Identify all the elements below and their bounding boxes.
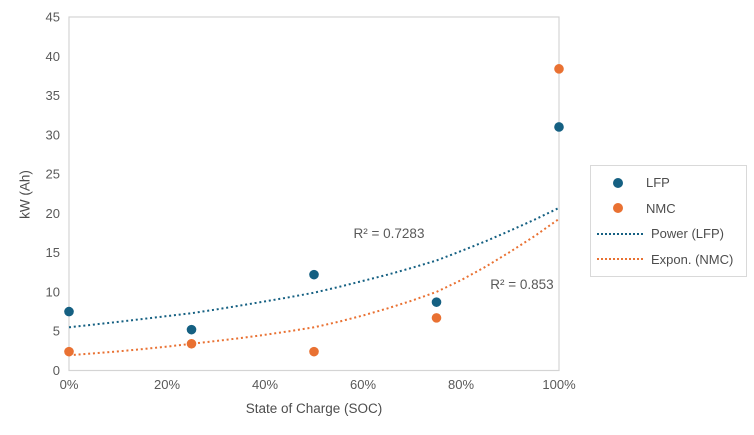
lfp-dot-swatch-icon	[613, 177, 623, 188]
legend-label-power-lfp: Power (LFP)	[651, 226, 724, 242]
x-tick-label: 60%	[350, 377, 376, 392]
y-tick-label: 45	[46, 10, 60, 25]
expon-nmc-dotted-line-swatch-icon	[597, 258, 643, 261]
power-lfp-dotted-line-swatch-icon	[597, 232, 643, 235]
y-tick-label: 10	[46, 284, 60, 299]
legend-item-power-lfp[interactable]: Power (LFP)	[591, 222, 746, 246]
y-tick-label: 35	[46, 88, 60, 103]
trendline-expon-nmc-	[68, 218, 560, 357]
y-tick-label: 5	[53, 324, 60, 339]
y-tick-label: 0	[53, 363, 60, 378]
data-point-lfp[interactable]	[64, 306, 74, 317]
r-squared-annotation-lfp: R² = 0.7283	[353, 226, 425, 241]
data-point-nmc[interactable]	[64, 346, 74, 357]
data-point-lfp[interactable]	[431, 297, 442, 307]
y-tick-label: 40	[46, 49, 60, 64]
y-tick-label: 30	[46, 127, 60, 142]
nmc-dot-swatch-icon	[613, 203, 623, 214]
data-point-lfp[interactable]	[186, 324, 197, 335]
r-squared-annotation-nmc: R² = 0.853	[490, 277, 554, 292]
data-point-nmc[interactable]	[431, 313, 442, 323]
legend-label-expon-nmc: Expon. (NMC)	[651, 251, 734, 267]
data-point-nmc[interactable]	[309, 346, 319, 357]
legend-label-nmc: NMC	[646, 200, 676, 216]
trendline-power-lfp-	[68, 206, 560, 329]
x-axis-title: State of Charge (SOC)	[245, 401, 383, 416]
data-point-nmc[interactable]	[554, 64, 564, 74]
data-point-lfp[interactable]	[309, 269, 319, 280]
x-tick-label: 0%	[60, 377, 79, 392]
x-tick-label: 20%	[154, 377, 180, 392]
legend[interactable]: LFP NMC Power (LFP) Expon. (NMC)	[590, 165, 747, 277]
legend-label-lfp: LFP	[646, 175, 670, 191]
y-tick-label: 15	[46, 245, 60, 260]
plot-border	[68, 16, 560, 372]
y-tick-label: 20	[46, 206, 60, 221]
data-point-nmc[interactable]	[186, 338, 197, 349]
y-axis-title: kW (Ah)	[17, 170, 33, 219]
y-tick-label: 25	[46, 167, 60, 182]
x-tick-label: 40%	[252, 377, 278, 392]
legend-item-nmc[interactable]: NMC	[591, 196, 746, 220]
x-tick-label: 80%	[448, 377, 474, 392]
legend-item-lfp[interactable]: LFP	[591, 171, 746, 195]
data-point-lfp[interactable]	[554, 122, 564, 132]
x-tick-label: 100%	[542, 377, 576, 392]
legend-item-expon-nmc[interactable]: Expon. (NMC)	[591, 247, 746, 271]
